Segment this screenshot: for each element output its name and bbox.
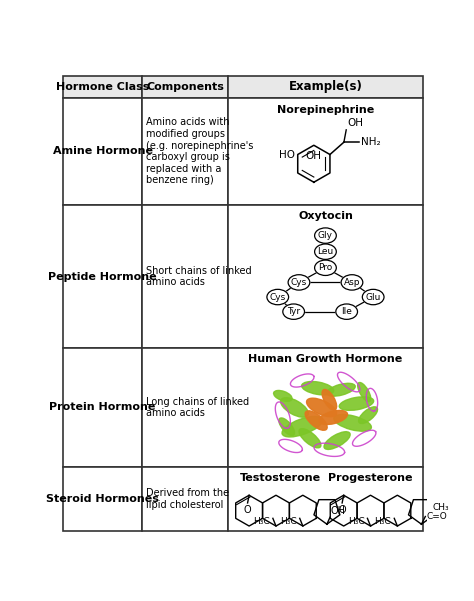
Ellipse shape — [319, 410, 347, 424]
Text: O: O — [244, 505, 251, 515]
Text: Leu: Leu — [317, 247, 334, 256]
Bar — [228, 206, 423, 348]
Bar — [63, 467, 142, 531]
Ellipse shape — [336, 304, 357, 319]
Text: Derived from the
lipid cholesterol: Derived from the lipid cholesterol — [146, 488, 229, 510]
Bar — [142, 76, 228, 97]
Text: Steroid Hormones: Steroid Hormones — [46, 494, 159, 504]
Text: OH: OH — [306, 151, 322, 160]
Text: Gly: Gly — [318, 231, 333, 240]
Text: H₃C: H₃C — [280, 517, 297, 526]
Text: Human Growth Hormone: Human Growth Hormone — [248, 354, 402, 364]
Bar — [142, 97, 228, 206]
Text: Short chains of linked
amino acids: Short chains of linked amino acids — [146, 266, 252, 287]
Bar — [142, 348, 228, 467]
Ellipse shape — [301, 382, 334, 395]
Ellipse shape — [339, 397, 374, 410]
Bar — [142, 206, 228, 348]
Bar — [63, 97, 142, 206]
Ellipse shape — [299, 429, 321, 448]
Text: H₃C: H₃C — [348, 517, 365, 526]
Ellipse shape — [315, 244, 337, 260]
Text: C=O: C=O — [426, 512, 447, 521]
Ellipse shape — [282, 416, 322, 437]
Bar — [228, 348, 423, 467]
Ellipse shape — [279, 418, 294, 436]
Text: Amine Hormone: Amine Hormone — [53, 147, 153, 156]
Ellipse shape — [359, 407, 378, 424]
Text: Hormone Class: Hormone Class — [56, 82, 149, 92]
Ellipse shape — [315, 228, 337, 243]
Text: Ile: Ile — [341, 307, 352, 316]
Ellipse shape — [315, 260, 337, 275]
Bar — [228, 97, 423, 206]
Ellipse shape — [281, 398, 308, 417]
Text: Cys: Cys — [270, 293, 286, 302]
Text: OH: OH — [331, 505, 346, 516]
Ellipse shape — [341, 275, 363, 290]
Ellipse shape — [324, 432, 350, 450]
Ellipse shape — [362, 289, 384, 305]
Text: Cys: Cys — [291, 278, 307, 287]
Text: H₃C: H₃C — [253, 517, 270, 526]
Text: NH₂: NH₂ — [361, 137, 381, 147]
Text: O: O — [338, 505, 346, 515]
Text: Components: Components — [146, 82, 224, 92]
Ellipse shape — [305, 411, 327, 430]
Bar — [228, 76, 423, 97]
Text: CH₃: CH₃ — [432, 503, 449, 511]
Text: Tyr: Tyr — [287, 307, 300, 316]
Text: Progesterone: Progesterone — [328, 474, 412, 483]
Bar — [63, 348, 142, 467]
Ellipse shape — [327, 383, 355, 396]
Bar — [228, 467, 423, 531]
Text: Peptide Hormone: Peptide Hormone — [48, 272, 157, 281]
Text: Oxytocin: Oxytocin — [298, 212, 353, 222]
Text: Glu: Glu — [365, 293, 381, 302]
Ellipse shape — [283, 304, 304, 319]
Bar — [142, 467, 228, 531]
Text: OH: OH — [348, 118, 364, 129]
Text: Example(s): Example(s) — [289, 81, 363, 93]
Text: H₃C: H₃C — [374, 517, 391, 526]
Ellipse shape — [273, 391, 292, 401]
Text: Long chains of linked
amino acids: Long chains of linked amino acids — [146, 397, 249, 418]
Ellipse shape — [288, 275, 310, 290]
Ellipse shape — [307, 398, 337, 416]
Text: HO: HO — [279, 150, 295, 159]
Text: Testosterone: Testosterone — [240, 474, 321, 483]
Text: Pro: Pro — [319, 263, 333, 272]
Ellipse shape — [322, 389, 337, 410]
Ellipse shape — [334, 415, 372, 431]
Text: Asp: Asp — [344, 278, 360, 287]
Text: Protein Hormone: Protein Hormone — [49, 403, 156, 412]
Text: Norepinephrine: Norepinephrine — [277, 105, 374, 115]
Ellipse shape — [267, 289, 289, 305]
Text: Amino acids with
modified groups
(e.g. norepinephrine's
carboxyl group is
replac: Amino acids with modified groups (e.g. n… — [146, 117, 254, 186]
Bar — [63, 206, 142, 348]
Ellipse shape — [358, 382, 371, 401]
Bar — [63, 76, 142, 97]
